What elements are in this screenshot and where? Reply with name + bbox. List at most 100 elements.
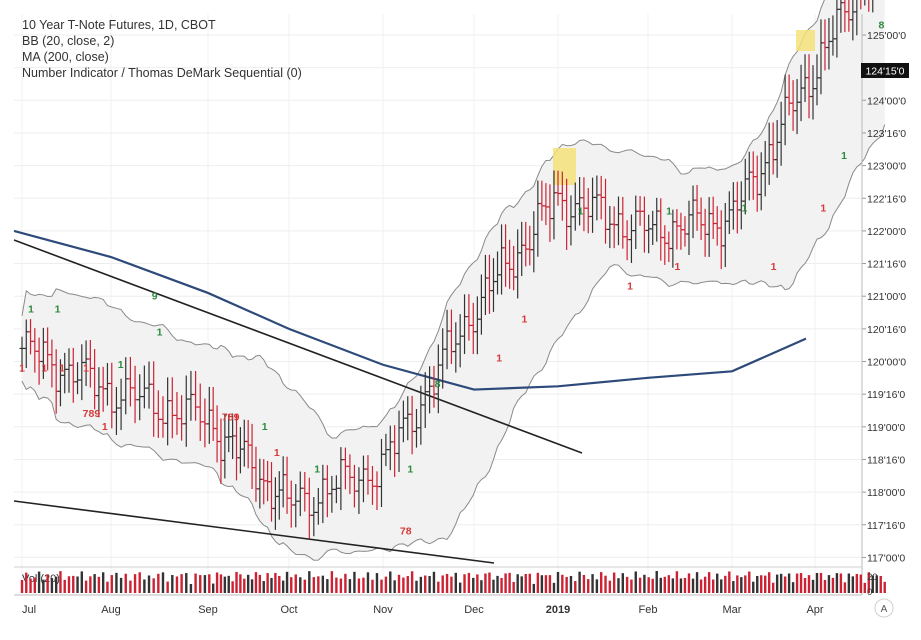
- volume-bar: [115, 572, 118, 593]
- volume-bar: [339, 578, 343, 593]
- td-label: 1: [314, 464, 320, 476]
- volume-bar: [843, 582, 847, 593]
- volume-bar: [764, 575, 767, 593]
- volume-bar: [432, 571, 436, 593]
- volume-bar: [467, 572, 471, 593]
- volume-bar: [748, 571, 751, 593]
- band-fill: [22, 0, 885, 561]
- volume-bar: [357, 578, 361, 593]
- legend-td-sequential: Number Indicator / Thomas DeMark Sequent…: [22, 66, 302, 80]
- volume-bar: [779, 573, 783, 593]
- volume-bar: [663, 576, 666, 593]
- volume-bar: [180, 574, 183, 593]
- volume-bar: [166, 581, 169, 593]
- volume-bar: [695, 572, 699, 593]
- ohlc-bar: [188, 370, 194, 421]
- volume-bar: [119, 577, 123, 593]
- volume-bar: [194, 573, 197, 593]
- volume-bar: [847, 573, 851, 593]
- volume-bar: [317, 576, 320, 593]
- volume-bar: [393, 580, 396, 593]
- volume-bar: [397, 574, 401, 593]
- volume-bar: [707, 572, 711, 593]
- volume-bar: [561, 574, 564, 593]
- volume-bar: [803, 578, 807, 593]
- auto-scale-button[interactable]: A: [874, 598, 894, 618]
- td-label: 1: [59, 362, 65, 374]
- volume-bar: [659, 577, 662, 593]
- volume-bar: [353, 571, 356, 593]
- volume-bar: [185, 573, 188, 593]
- time-axis[interactable]: Jul Aug Sep Oct Nov Dec 2019 Feb Mar Apr: [14, 594, 862, 616]
- ohlc-bar: [183, 375, 189, 447]
- volume-bar: [771, 582, 775, 593]
- volume-bar: [254, 572, 258, 593]
- td-label: 1: [407, 464, 413, 476]
- ohlc-bar: [868, 0, 870, 12]
- y-tick-label: 119'16'0: [867, 389, 905, 401]
- volume-bar: [321, 575, 325, 593]
- volume-bar: [472, 577, 475, 593]
- legend-ma: MA (200, close): [22, 50, 109, 64]
- volume-bar: [540, 575, 544, 593]
- td-label: 78: [400, 526, 412, 538]
- volume-bar: [867, 572, 870, 593]
- volume-bar: [384, 576, 388, 593]
- volume-bar: [335, 577, 338, 593]
- y-tick-label: 118'00'0: [867, 487, 905, 499]
- volume-bar: [574, 581, 577, 593]
- td-label: 8: [435, 379, 441, 391]
- td-label: 1: [820, 202, 826, 214]
- ohlc-bar: [197, 383, 203, 441]
- td-label: 1: [41, 362, 47, 374]
- volume-bar: [630, 579, 633, 593]
- volume-bar: [215, 572, 219, 593]
- td-label: 1: [157, 326, 163, 338]
- ohlc-bar: [137, 374, 143, 421]
- volume-bar: [556, 571, 560, 593]
- volume-bar: [270, 577, 273, 593]
- ohlc-bar: [127, 356, 133, 407]
- volume-bar: [25, 572, 28, 593]
- volume-bar: [683, 577, 687, 593]
- x-tick-label: 2019: [546, 604, 570, 616]
- volume-bar: [67, 576, 71, 593]
- volume-bar: [37, 571, 41, 593]
- volume-bar: [643, 574, 646, 593]
- volume-bar: [736, 575, 739, 593]
- volume-bar: [46, 574, 49, 593]
- y-tick-label: 120'16'0: [867, 324, 906, 336]
- volume-bars: [20, 571, 886, 593]
- volume-bar: [835, 573, 839, 593]
- volume-bar: [138, 572, 141, 593]
- td-label: 1: [666, 206, 672, 218]
- ohlc-bar: [146, 361, 152, 409]
- bollinger-band: [21, 0, 886, 561]
- volume-bar: [831, 577, 835, 593]
- volume-bar: [89, 576, 92, 593]
- volume-bar: [463, 574, 466, 593]
- volume-bar: [29, 578, 32, 593]
- ohlc-bar: [141, 365, 147, 409]
- td-label: 1: [102, 421, 108, 433]
- volume-bar: [795, 573, 799, 593]
- td-label: 1: [118, 359, 124, 371]
- ohlc-bar: [118, 378, 124, 431]
- volume-bar: [93, 574, 96, 593]
- x-tick-label: Nov: [373, 604, 393, 616]
- volume-bar: [744, 575, 747, 593]
- y-tick-label: 123'00'0: [867, 161, 906, 173]
- volume-bar: [80, 571, 84, 593]
- volume-bar: [250, 579, 254, 593]
- volume-bar: [278, 575, 281, 593]
- y-tick-label: 125'00'0: [867, 30, 906, 42]
- volume-bar: [720, 579, 723, 593]
- volume-bar: [595, 579, 599, 593]
- volume-bar: [578, 571, 581, 593]
- volume-bar: [699, 579, 703, 593]
- volume-bar: [740, 577, 743, 593]
- volume-bar: [823, 580, 827, 593]
